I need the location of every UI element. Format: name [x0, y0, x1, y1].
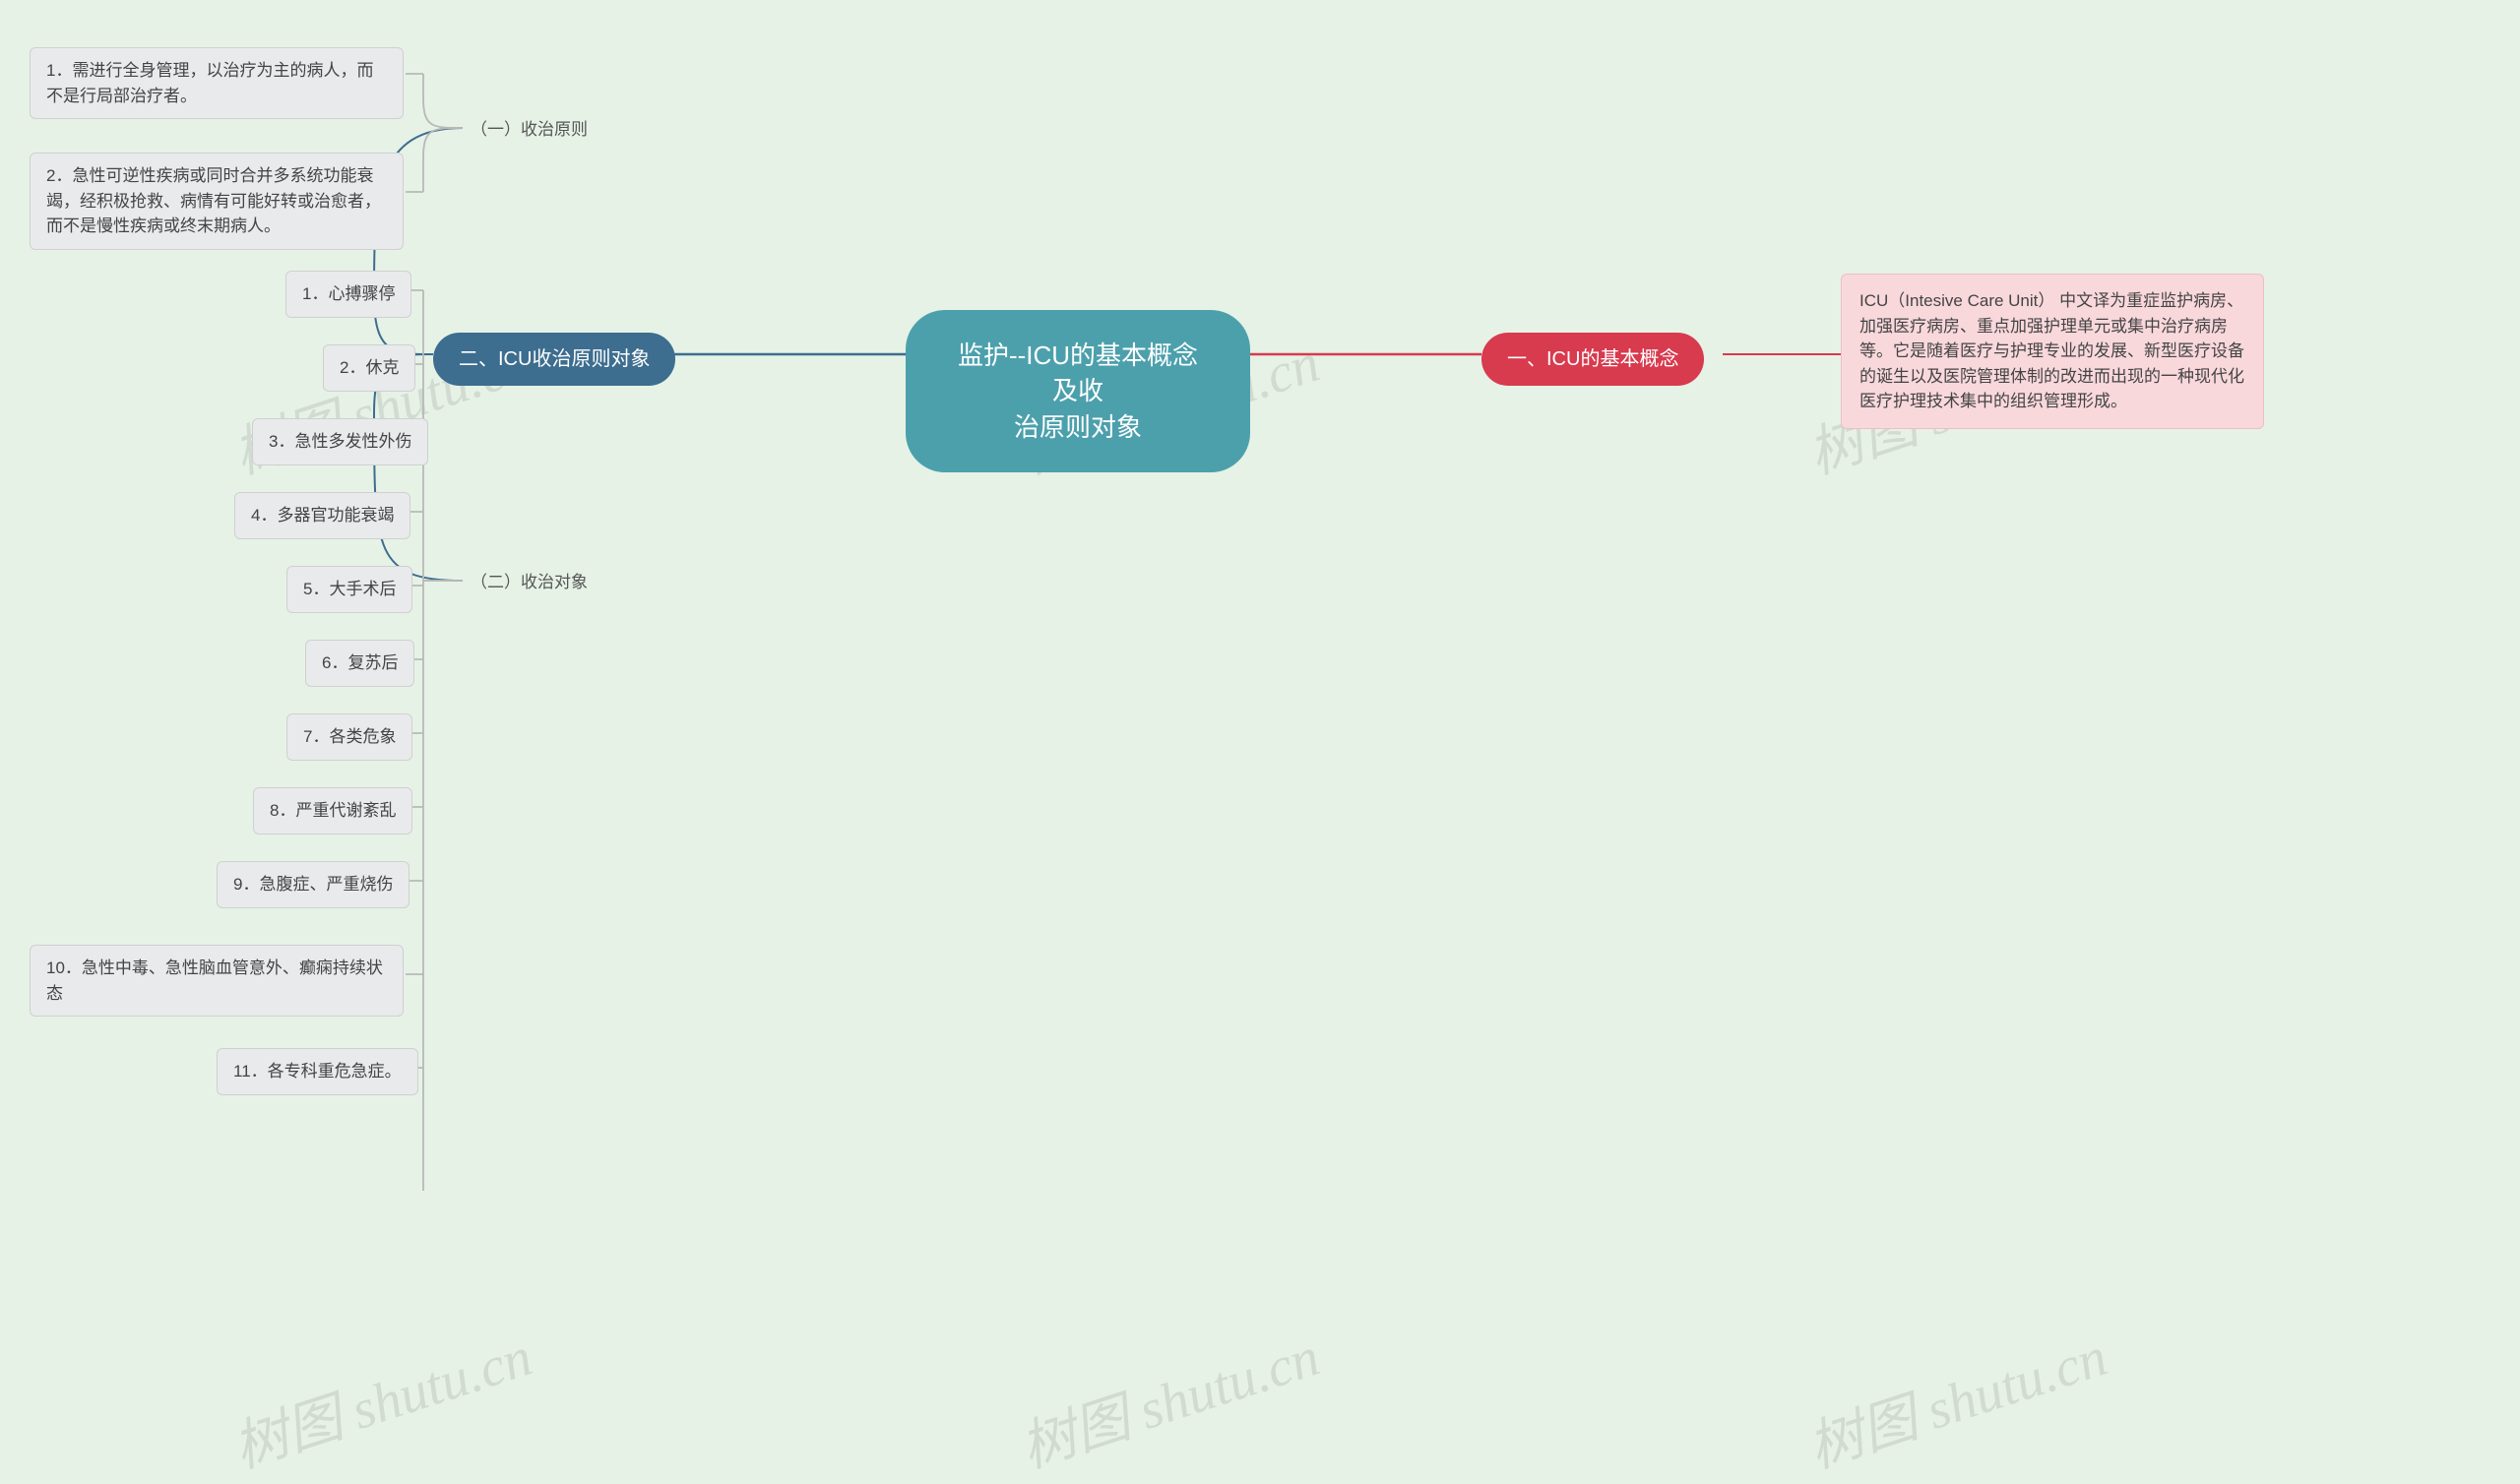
sub-principle: （一）收治原则	[463, 113, 596, 147]
central-node: 监护--ICU的基本概念及收治原则对象	[906, 310, 1250, 472]
leaf-object-11: 11．各专科重危急症。	[217, 1048, 418, 1095]
leaf-object-9: 9．急腹症、严重烧伤	[217, 861, 410, 908]
branch-left: 二、ICU收治原则对象	[433, 333, 675, 386]
leaf-object-3: 3．急性多发性外伤	[252, 418, 428, 465]
leaf-object-7: 7．各类危象	[286, 713, 412, 761]
leaf-object-1: 1．心搏骤停	[285, 271, 411, 318]
leaf-principle-2: 2．急性可逆性疾病或同时合并多系统功能衰竭，经积极抢救、病情有可能好转或治愈者，…	[30, 153, 404, 250]
leaf-object-8: 8．严重代谢紊乱	[253, 787, 412, 835]
leaf-object-6: 6．复苏后	[305, 640, 414, 687]
leaf-object-5: 5．大手术后	[286, 566, 412, 613]
leaf-object-4: 4．多器官功能衰竭	[234, 492, 410, 539]
watermark: 树图 shutu.cn	[1009, 1312, 1328, 1483]
watermark: 树图 shutu.cn	[1796, 1312, 2115, 1483]
leaf-right-desc: ICU（Intesive Care Unit） 中文译为重症监护病房、加强医疗病…	[1841, 274, 2264, 429]
branch-right: 一、ICU的基本概念	[1481, 333, 1704, 386]
sub-objects: （二）收治对象	[463, 566, 596, 599]
leaf-principle-1: 1．需进行全身管理，以治疗为主的病人，而不是行局部治疗者。	[30, 47, 404, 119]
leaf-object-10: 10．急性中毒、急性脑血管意外、癫痫持续状态	[30, 945, 404, 1017]
watermark: 树图 shutu.cn	[221, 1312, 540, 1483]
leaf-object-2: 2．休克	[323, 344, 415, 392]
